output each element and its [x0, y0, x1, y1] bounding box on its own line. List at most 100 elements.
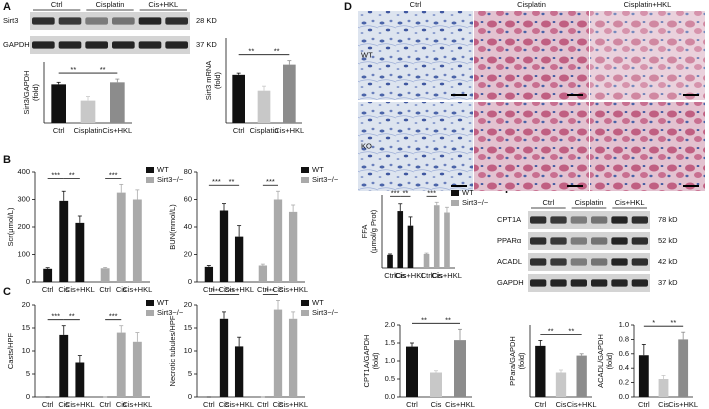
x-tick-label: Cis+HKL — [224, 285, 254, 294]
histology-image — [358, 11, 473, 100]
blot-band — [85, 17, 108, 25]
significance-label: ** — [445, 315, 451, 324]
x-tick-label: Cis+HKL — [122, 400, 152, 409]
y-tick-label: 0 — [188, 392, 192, 401]
blot-band — [631, 279, 648, 287]
significance-label: *** — [51, 170, 60, 179]
panel-letter: A — [3, 1, 11, 13]
bar — [100, 268, 110, 282]
bar — [257, 90, 271, 123]
x-tick-label: Cis — [431, 400, 442, 409]
significance-label: *** — [109, 170, 118, 179]
y-tick-label: 0.6 — [619, 349, 629, 358]
blot-band — [611, 279, 628, 287]
blot-row-label: GAPDH — [497, 278, 524, 287]
y-tick-label: 20 — [184, 249, 192, 258]
bar — [283, 64, 296, 123]
significance-label: ** — [229, 177, 235, 186]
significance-label: ** — [548, 326, 554, 335]
bar — [407, 225, 414, 268]
blot-strip — [30, 36, 190, 54]
bar — [59, 200, 69, 282]
blot-band — [138, 17, 162, 25]
significance-label: *** — [212, 286, 221, 295]
x-tick-label: Cis — [395, 271, 406, 280]
bar — [273, 309, 283, 397]
bar — [116, 332, 126, 397]
bar — [444, 212, 450, 268]
y-tick-label: 15 — [184, 323, 192, 332]
bar — [406, 346, 418, 397]
bar — [555, 372, 567, 397]
bar — [288, 318, 298, 397]
blot-band — [550, 258, 567, 266]
significance-label: ** — [248, 47, 254, 56]
legend-swatch — [301, 310, 309, 316]
significance-label: ** — [670, 318, 676, 327]
blot-band — [550, 216, 567, 224]
blot-band — [591, 216, 608, 224]
legend-label: WT — [312, 165, 324, 174]
x-tick-label: Ctrl — [42, 285, 54, 294]
x-tick-label: Cis+HKL — [102, 126, 132, 135]
y-tick-label: 1.5 — [385, 338, 395, 347]
x-tick-label: Ctrl — [99, 400, 111, 409]
x-tick-label: Ctrl — [257, 285, 269, 294]
y-axis-label: (μmol/g Prot) — [369, 209, 378, 253]
blot-band — [631, 237, 648, 245]
blot-band — [570, 237, 587, 245]
y-tick-label: 0.0 — [385, 392, 395, 401]
y-tick-label: 0.2 — [619, 378, 629, 387]
legend-label: Sirt3−/− — [462, 198, 489, 207]
y-axis-label: PPara/GAPDH — [508, 336, 517, 386]
y-tick-label: 5 — [26, 369, 30, 378]
y-axis-label: Necrotic tubules/HPF — [168, 315, 177, 386]
blot-row-label: CPT1A — [497, 215, 521, 224]
legend-swatch — [146, 167, 154, 173]
x-tick-label: Cis+HKL — [278, 285, 308, 294]
bar — [576, 355, 587, 397]
significance-label: ** — [402, 188, 408, 197]
legend-swatch — [301, 177, 309, 183]
bar — [132, 341, 142, 397]
bar — [433, 205, 440, 268]
row-label: WT — [361, 50, 373, 59]
x-tick-label: Ctrl — [233, 126, 245, 135]
blot-size: 37 kD — [658, 278, 678, 287]
y-axis-label: (fold) — [213, 71, 222, 89]
blot-band — [611, 237, 628, 245]
blot-size: 37 KD — [196, 40, 217, 49]
y-tick-label: 0 — [26, 277, 30, 286]
bar — [535, 345, 546, 397]
panel-letter: D — [344, 1, 352, 13]
y-axis-label: BUN(mmol/L) — [168, 204, 177, 250]
bar — [273, 199, 283, 282]
blot-band — [58, 17, 82, 25]
legend-swatch — [451, 190, 459, 196]
legend-swatch — [146, 300, 154, 306]
blot-band — [138, 41, 162, 49]
bar — [132, 199, 142, 282]
significance-label: ** — [70, 65, 76, 74]
significance-label: ** — [69, 312, 75, 321]
x-tick-label: Ctrl — [53, 126, 65, 135]
x-tick-label: Ctrl — [384, 271, 396, 280]
row-label: KO — [361, 141, 372, 150]
y-tick-label: 0.5 — [385, 374, 395, 383]
x-tick-label: Cis+HKL — [65, 285, 95, 294]
significance-label: ** — [229, 286, 235, 295]
x-tick-label: Cis — [58, 400, 69, 409]
bar — [423, 253, 430, 268]
blot-band — [530, 216, 547, 224]
y-axis-label: Casts/HPF — [6, 332, 15, 369]
blot-row-label: ACADL — [497, 257, 522, 266]
x-tick-label: Cis+HKL — [396, 271, 426, 280]
x-tick-label: Ctrl — [203, 285, 215, 294]
significance-label: ** — [100, 65, 106, 74]
y-axis-label: Scr(μmol/L) — [6, 207, 15, 246]
blot-band — [85, 41, 108, 49]
bar — [204, 266, 214, 282]
histology-image — [474, 102, 589, 191]
x-tick-label: Cis — [116, 400, 127, 409]
